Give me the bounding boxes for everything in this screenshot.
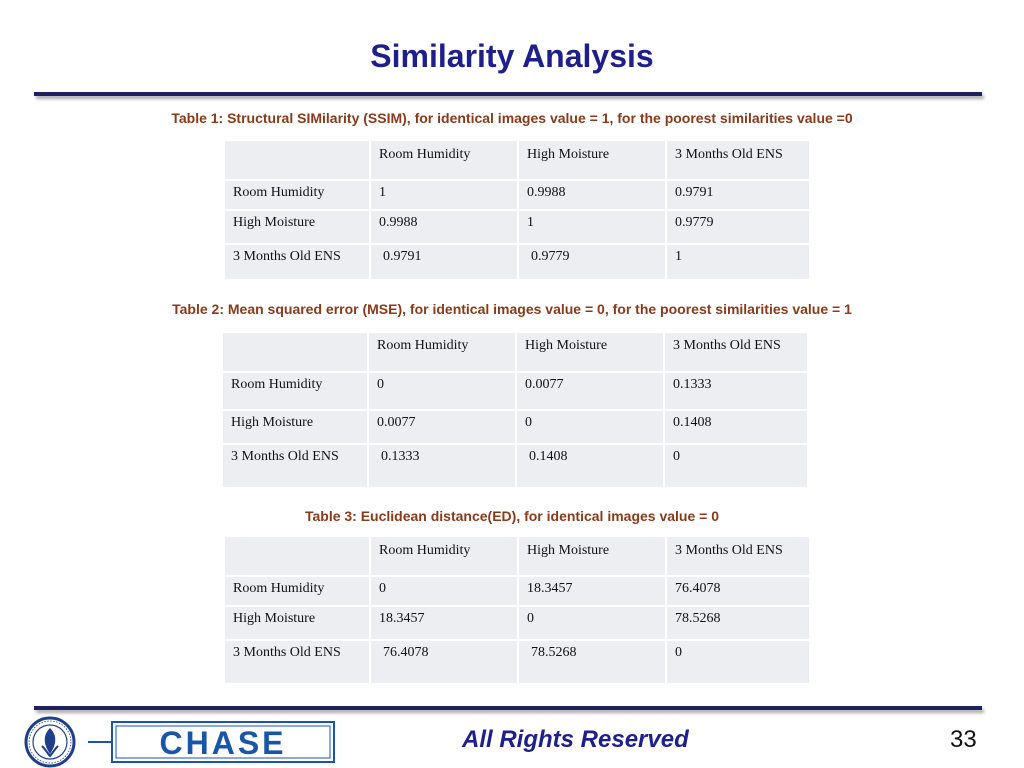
footer-rights-text: All Rights Reserved [462,726,689,753]
table-row: Room Humidity 0 0.0077 0.1333 [221,371,809,411]
row-label-cell: High Moisture [221,409,369,445]
table-row: 3 Months Old ENS 0.1333 0.1408 0 [221,443,809,489]
value-cell: 0 [665,639,811,685]
value-cell: 1 [517,209,667,245]
header-corner-cell [221,331,369,373]
university-seal-icon [24,716,76,768]
value-cell: 1 [665,243,811,281]
table-3-caption: Table 3: Euclidean distance(ED), for ide… [304,508,720,524]
table-row: 3 Months Old ENS 76.4078 78.5268 0 [223,639,811,685]
header-cell: 3 Months Old ENS [665,139,811,181]
header-cell: High Moisture [515,331,665,373]
table-1-caption: Table 1: Structural SIMilarity (SSIM), f… [171,110,853,126]
value-cell: 0 [515,409,665,445]
logo-text: CHASE [159,725,286,761]
value-cell: 0 [369,575,519,607]
table-row: Room Humidity 1 0.9988 0.9791 [223,179,811,211]
header-cell: 3 Months Old ENS [663,331,809,373]
row-label-cell: Room Humidity [223,575,371,607]
value-cell: 0 [517,605,667,641]
page-number: 33 [950,726,977,753]
value-cell: 18.3457 [517,575,667,607]
table-row: 3 Months Old ENS 0.9791 0.9779 1 [223,243,811,281]
table-2-caption: Table 2: Mean squared error (MSE), for i… [172,301,852,317]
value-cell: 0.9779 [517,243,667,281]
value-cell: 78.5268 [665,605,811,641]
value-cell: 0 [367,371,517,411]
header-cell: High Moisture [517,535,667,577]
table-header-row: Room Humidity High Moisture 3 Months Old… [221,331,809,373]
value-cell: 18.3457 [369,605,519,641]
value-cell: 0.1408 [663,409,809,445]
value-cell: 0.9779 [665,209,811,245]
header-divider [34,92,982,96]
value-cell: 76.4078 [665,575,811,607]
table-row: High Moisture 18.3457 0 78.5268 [223,605,811,641]
row-label-cell: High Moisture [223,605,371,641]
value-cell: 0.0077 [515,371,665,411]
table-row: Room Humidity 0 18.3457 76.4078 [223,575,811,607]
header-cell: Room Humidity [369,139,519,181]
row-label-cell: High Moisture [223,209,371,245]
value-cell: 78.5268 [517,639,667,685]
table-header-row: Room Humidity High Moisture 3 Months Old… [223,535,811,577]
ed-table: Room Humidity High Moisture 3 Months Old… [223,535,811,685]
header-cell: Room Humidity [369,535,519,577]
footer-divider [34,706,982,710]
header-cell: Room Humidity [367,331,517,373]
table-header-row: Room Humidity High Moisture 3 Months Old… [223,139,811,181]
table-row: High Moisture 0.0077 0 0.1408 [221,409,809,445]
value-cell: 0.1408 [515,443,665,489]
slide-title: Similarity Analysis [370,38,654,74]
row-label-cell: Room Humidity [223,179,371,211]
row-label-cell: Room Humidity [221,371,369,411]
header-corner-cell [223,535,371,577]
value-cell: 0.9988 [517,179,667,211]
value-cell: 0.0077 [367,409,517,445]
value-cell: 0.9791 [369,243,519,281]
header-corner-cell [223,139,371,181]
header-cell: High Moisture [517,139,667,181]
ssim-table: Room Humidity High Moisture 3 Months Old… [223,139,811,281]
header-cell: 3 Months Old ENS [665,535,811,577]
value-cell: 0.1333 [663,371,809,411]
value-cell: 76.4078 [369,639,519,685]
value-cell: 1 [369,179,519,211]
value-cell: 0.9988 [369,209,519,245]
row-label-cell: 3 Months Old ENS [221,443,369,489]
row-label-cell: 3 Months Old ENS [223,639,371,685]
row-label-cell: 3 Months Old ENS [223,243,371,281]
table-row: High Moisture 0.9988 1 0.9779 [223,209,811,245]
mse-table: Room Humidity High Moisture 3 Months Old… [221,331,809,489]
value-cell: 0.9791 [665,179,811,211]
chase-logo: CHASE [88,721,335,763]
value-cell: 0 [663,443,809,489]
value-cell: 0.1333 [367,443,517,489]
